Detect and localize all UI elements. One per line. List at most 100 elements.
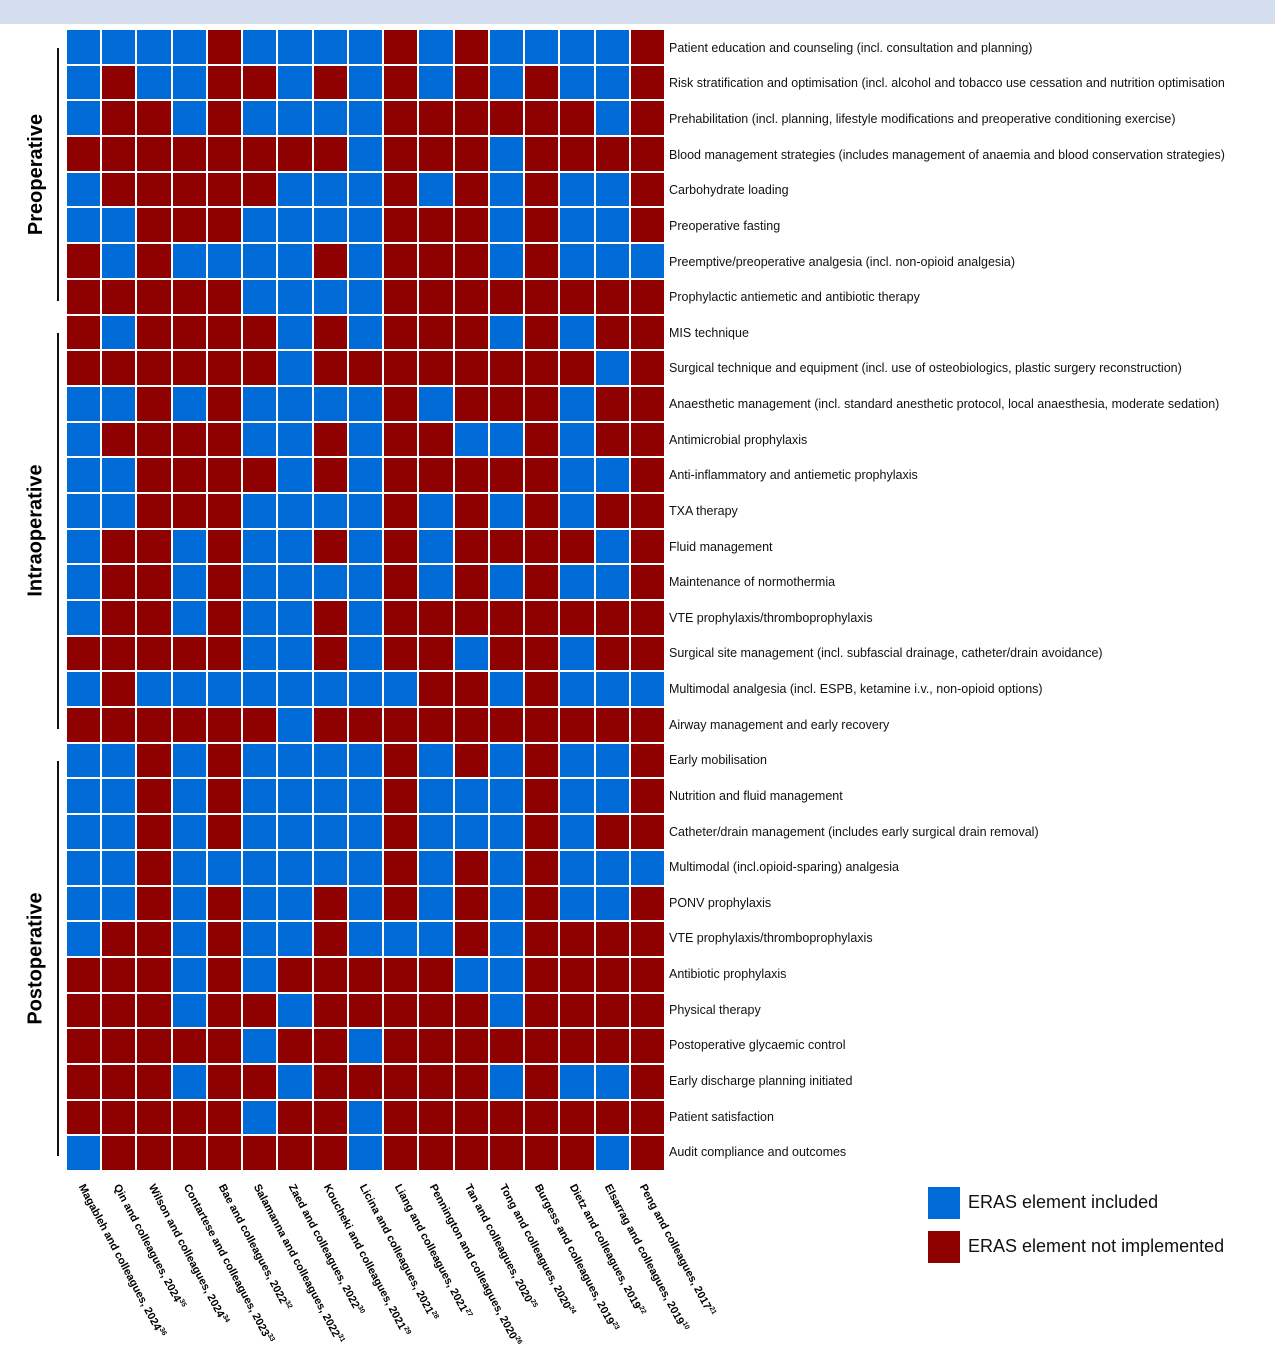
- row-label: VTE prophylaxis/thromboprophylaxis: [669, 931, 873, 946]
- heatmap-cell: [560, 565, 594, 599]
- heatmap-cell: [525, 422, 559, 457]
- heatmap-cell: [348, 743, 383, 778]
- heatmap-cell: [207, 172, 242, 207]
- heatmap-cell: [525, 743, 559, 778]
- heatmap-cell: [454, 672, 488, 707]
- heatmap-cell: [630, 1064, 664, 1099]
- heatmap-cell: [348, 137, 383, 171]
- heatmap-cell: [525, 993, 559, 1028]
- heatmap-cell: [278, 30, 312, 64]
- heatmap-grid: [67, 30, 664, 1170]
- heatmap-cell: [489, 101, 524, 136]
- heatmap-cell: [454, 708, 488, 742]
- heatmap-cell: [67, 30, 101, 64]
- heatmap-cell: [67, 1100, 101, 1135]
- heatmap-cell: [348, 386, 383, 421]
- heatmap-cell: [525, 386, 559, 421]
- heatmap-cell: [489, 208, 524, 243]
- heatmap-cell: [207, 850, 242, 885]
- heatmap-cell: [384, 172, 418, 207]
- heatmap-cell: [207, 743, 242, 778]
- heatmap-cell: [172, 101, 206, 136]
- heatmap-cell: [560, 65, 594, 100]
- heatmap-cell: [489, 957, 524, 992]
- heatmap-cell: [102, 30, 136, 64]
- heatmap-cell: [172, 815, 206, 849]
- heatmap-cell: [489, 172, 524, 207]
- heatmap-cell: [313, 208, 347, 243]
- legend-swatch-not-implemented: [928, 1231, 960, 1263]
- heatmap-cell: [172, 422, 206, 457]
- heatmap-cell: [419, 601, 453, 635]
- heatmap-cell: [454, 565, 488, 599]
- heatmap-cell: [630, 137, 664, 171]
- heatmap-cell: [172, 30, 206, 64]
- heatmap-cell: [454, 172, 488, 207]
- heatmap-cell: [172, 1064, 206, 1099]
- heatmap-cell: [595, 65, 629, 100]
- heatmap-cell: [243, 315, 277, 350]
- heatmap-cell: [595, 386, 629, 421]
- heatmap-cell: [137, 422, 171, 457]
- heatmap-cell: [454, 1100, 488, 1135]
- heatmap-cell: [278, 279, 312, 314]
- heatmap-cell: [384, 244, 418, 278]
- heatmap-cell: [313, 65, 347, 100]
- heatmap-cell: [278, 65, 312, 100]
- heatmap-cell: [489, 351, 524, 385]
- row-label: TXA therapy: [669, 503, 738, 518]
- heatmap-cell: [313, 351, 347, 385]
- heatmap-cell: [560, 850, 594, 885]
- heatmap-cell: [454, 815, 488, 849]
- heatmap-cell: [419, 137, 453, 171]
- heatmap-cell: [595, 208, 629, 243]
- heatmap-cell: [348, 886, 383, 921]
- heatmap-cell: [595, 886, 629, 921]
- heatmap-cell: [384, 601, 418, 635]
- heatmap-cell: [243, 493, 277, 528]
- heatmap-cell: [207, 922, 242, 956]
- heatmap-cell: [489, 779, 524, 814]
- heatmap-cell: [595, 422, 629, 457]
- heatmap-cell: [137, 815, 171, 849]
- heatmap-cell: [207, 422, 242, 457]
- heatmap-cell: [489, 850, 524, 885]
- heatmap-cell: [137, 351, 171, 385]
- heatmap-cell: [137, 565, 171, 599]
- heatmap-cell: [207, 458, 242, 492]
- row-label: Carbohydrate loading: [669, 183, 789, 198]
- heatmap-cell: [278, 957, 312, 992]
- heatmap-cell: [384, 208, 418, 243]
- heatmap-cell: [560, 779, 594, 814]
- heatmap-cell: [595, 30, 629, 64]
- heatmap-cell: [419, 922, 453, 956]
- heatmap-cell: [243, 1064, 277, 1099]
- heatmap-cell: [348, 993, 383, 1028]
- heatmap-cell: [454, 886, 488, 921]
- heatmap-cell: [630, 708, 664, 742]
- heatmap-cell: [172, 565, 206, 599]
- heatmap-cell: [67, 458, 101, 492]
- heatmap-cell: [243, 137, 277, 171]
- heatmap-cell: [454, 351, 488, 385]
- row-label: PONV prophylaxis: [669, 895, 772, 910]
- row-label: Blood management strategies (includes ma…: [669, 147, 1225, 162]
- heatmap-cell: [102, 386, 136, 421]
- row-label: Preemptive/preoperative analgesia (incl.…: [669, 254, 1016, 269]
- heatmap-cell: [67, 743, 101, 778]
- heatmap-cell: [67, 351, 101, 385]
- heatmap-cell: [560, 708, 594, 742]
- heatmap-cell: [348, 601, 383, 635]
- heatmap-cell: [384, 315, 418, 350]
- heatmap-cell: [278, 993, 312, 1028]
- row-label: Multimodal analgesia (incl. ESPB, ketami…: [669, 682, 1043, 697]
- heatmap-cell: [348, 957, 383, 992]
- heatmap-cell: [172, 65, 206, 100]
- heatmap-cell: [384, 386, 418, 421]
- heatmap-cell: [419, 493, 453, 528]
- heatmap-cell: [207, 30, 242, 64]
- heatmap-cell: [278, 1100, 312, 1135]
- heatmap-cell: [313, 315, 347, 350]
- group-bracket-line: [57, 333, 59, 729]
- heatmap-cell: [313, 30, 347, 64]
